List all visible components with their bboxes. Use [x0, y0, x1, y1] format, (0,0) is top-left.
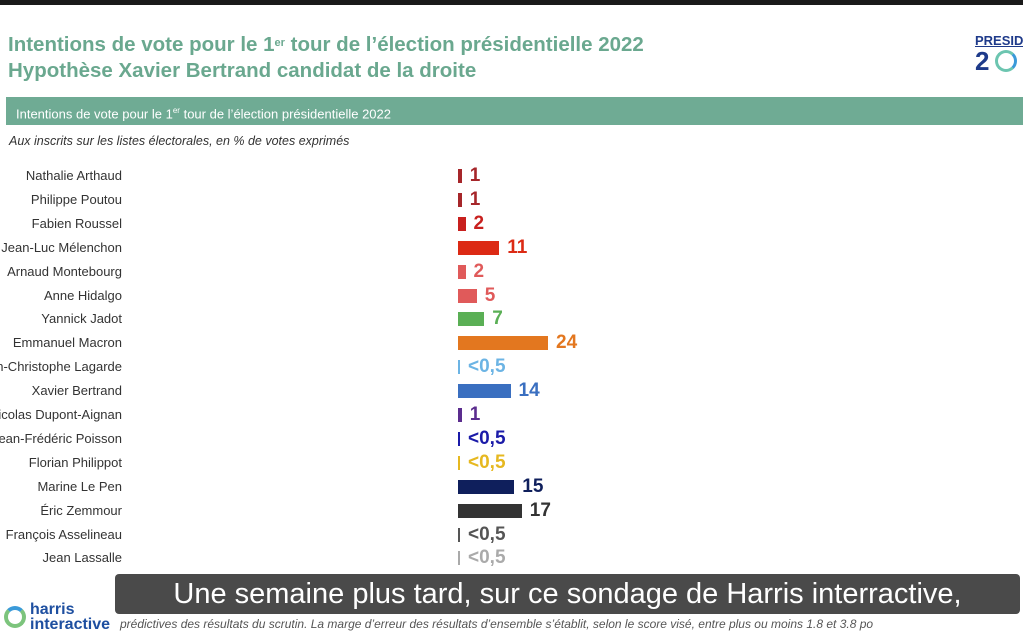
video-caption: Une semaine plus tard, sur ce sondage de…: [115, 574, 1020, 614]
category-label: Florian Philippot: [28, 454, 122, 470]
data-label: 5: [484, 284, 496, 306]
chart-row: Nicolas Dupont-Aignan 1: [0, 403, 700, 427]
data-label: 24: [556, 332, 578, 354]
category-label: Philippe Poutou: [30, 191, 122, 207]
bar: [458, 288, 477, 303]
data-label: 1: [469, 404, 481, 425]
chart-row: Arnaud Montebourg 2: [0, 260, 700, 284]
bar: [458, 264, 466, 279]
bar: [458, 503, 522, 518]
logo-number: 2: [975, 46, 990, 76]
harris-circle-icon: [4, 606, 26, 628]
chart-row: Jean Lassalle <0,5: [0, 546, 700, 570]
chart-row: Florian Philippot <0,5: [0, 451, 700, 475]
bar: [458, 455, 460, 470]
data-label: <0,5: [468, 427, 506, 449]
chart-row: Anne Hidalgo 5: [0, 284, 700, 308]
bar: [458, 431, 460, 446]
data-label: 15: [522, 475, 544, 497]
data-label: <0,5: [468, 451, 506, 473]
bar: [458, 384, 511, 399]
chart-row: Marine Le Pen 15: [0, 475, 700, 499]
data-label: 1: [469, 188, 481, 210]
presidentielle-logo: PRESID 2: [975, 33, 1023, 74]
data-label: 17: [529, 499, 551, 521]
page-title: Intentions de vote pour le 1er tour de l…: [8, 32, 644, 84]
bar: [458, 527, 460, 542]
category-label: Marine Le Pen: [37, 478, 122, 494]
data-label: <0,5: [468, 547, 506, 569]
category-label: Anne Hidalgo: [43, 287, 122, 303]
band-text-end: tour de l’élection présidentielle 2022: [179, 106, 391, 122]
chart-row: François Asselineau <0,5: [0, 523, 700, 547]
category-label: Yannick Jadot: [41, 311, 122, 327]
category-label: Jean-Christophe Lagarde: [0, 359, 122, 375]
category-label: Éric Zemmour: [40, 502, 122, 518]
chart-row: Nathalie Arthaud 1: [0, 164, 700, 188]
bar: [458, 360, 460, 375]
title-text: Intentions de vote pour le 1: [8, 33, 275, 56]
category-label: Fabien Roussel: [31, 215, 122, 231]
data-label: <0,5: [468, 356, 506, 378]
band-text: Intentions de vote pour le 1: [16, 106, 173, 122]
chart-row: Xavier Bertrand 14: [0, 379, 700, 403]
chart-row: Jean-Christophe Lagarde <0,5: [0, 355, 700, 379]
data-label: 2: [473, 212, 485, 234]
category-label: Jean-Frédéric Poisson: [0, 430, 122, 446]
bar: [458, 479, 515, 494]
data-label: 2: [473, 260, 485, 282]
bar: [458, 216, 466, 231]
chart-row: Jean-Luc Mélenchon 11: [0, 236, 700, 260]
chart-header-band: Intentions de vote pour le 1er tour de l…: [6, 97, 1023, 125]
footnote: prédictives des résultats du scrutin. La…: [120, 617, 874, 631]
chart-row: Yannick Jadot 7: [0, 307, 700, 331]
category-label: Xavier Bertrand: [31, 383, 122, 399]
chart-row: Jean-Frédéric Poisson <0,5: [0, 427, 700, 451]
bar: [458, 312, 485, 327]
category-label: Arnaud Montebourg: [7, 263, 122, 279]
data-label: 14: [518, 380, 540, 402]
data-label: 7: [492, 308, 503, 330]
chart-row: Philippe Poutou 1: [0, 188, 700, 212]
data-label: 11: [507, 236, 528, 258]
bar: [458, 192, 462, 207]
chart-subtitle: Aux inscrits sur les listes électorales,…: [9, 134, 350, 148]
bar: [458, 408, 462, 422]
category-label: François Asselineau: [5, 526, 122, 542]
brand-line1: harris: [30, 601, 75, 618]
bar: [458, 240, 500, 255]
category-label: Emmanuel Macron: [12, 335, 122, 351]
chart-row: Emmanuel Macron 24: [0, 331, 700, 355]
band-sup: er: [172, 106, 180, 115]
harris-logo: harris interactive: [4, 601, 111, 633]
chart-row: Fabien Roussel 2: [0, 212, 700, 236]
brand-line2: interactive: [30, 616, 111, 633]
ring-icon: [995, 50, 1018, 72]
category-label: Jean-Luc Mélenchon: [1, 239, 122, 255]
chart-row: Éric Zemmour 17: [0, 499, 700, 523]
bar: [458, 336, 548, 351]
title-line2: Hypothèse Xavier Bertrand candidat de la…: [8, 59, 477, 82]
title-sup: er: [274, 37, 285, 49]
data-label: 1: [469, 165, 481, 186]
top-band: [0, 0, 1023, 5]
logo-text: PRESID: [975, 33, 1023, 48]
category-label: Nathalie Arthaud: [25, 168, 122, 183]
bar: [458, 169, 462, 183]
category-label: Nicolas Dupont-Aignan: [0, 407, 122, 422]
data-label: <0,5: [468, 523, 506, 545]
title-text-end: tour de l’élection présidentielle 2022: [284, 33, 644, 56]
bar: [458, 551, 460, 566]
category-label: Jean Lassalle: [42, 550, 123, 566]
